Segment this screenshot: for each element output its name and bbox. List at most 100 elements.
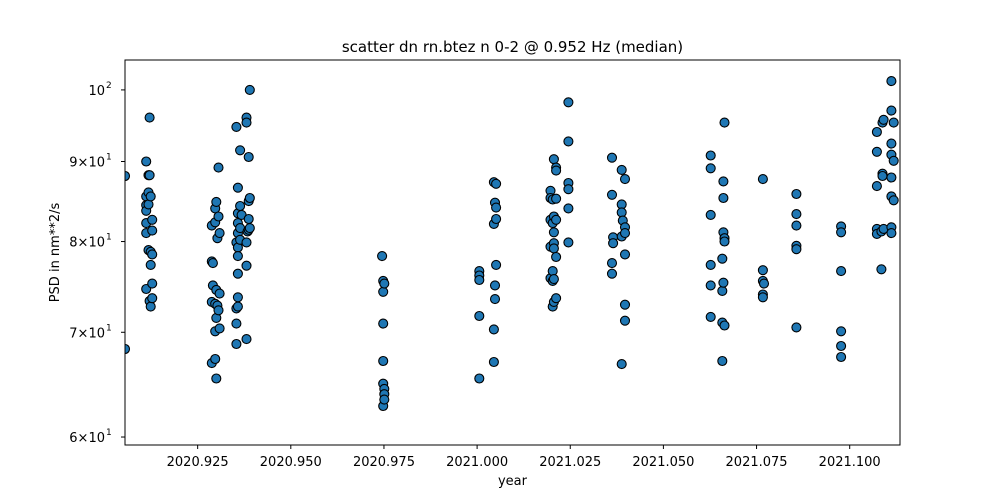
data-point	[378, 286, 389, 297]
data-point	[757, 292, 768, 303]
data-point	[888, 117, 899, 128]
data-point	[241, 237, 252, 248]
data-point	[125, 170, 131, 182]
data-point	[241, 334, 252, 345]
data-point	[241, 117, 252, 128]
data-point	[757, 265, 768, 276]
data-point	[231, 121, 242, 132]
data-point	[243, 151, 254, 163]
data-point	[235, 200, 246, 212]
data-point	[145, 301, 156, 312]
x-tick-label: 2020.975	[353, 455, 415, 470]
data-point	[791, 188, 802, 200]
data-point	[563, 184, 574, 195]
data-point	[232, 268, 243, 279]
data-point	[563, 237, 574, 248]
points-layer	[125, 76, 899, 412]
data-point	[488, 356, 499, 368]
data-point	[213, 305, 224, 316]
data-point	[244, 84, 255, 95]
data-point	[619, 174, 631, 185]
data-point	[606, 189, 618, 200]
data-point	[231, 318, 242, 329]
data-point	[705, 163, 716, 174]
data-point	[125, 343, 131, 355]
y-axis-label: PSD in nm**2/s	[48, 203, 63, 303]
data-point	[719, 117, 730, 128]
data-point	[606, 268, 618, 279]
data-point	[210, 353, 221, 365]
data-point	[491, 259, 502, 270]
data-point	[145, 191, 156, 202]
y-tick-label: 6×10	[69, 431, 105, 446]
data-point	[548, 227, 559, 238]
data-point	[378, 355, 389, 367]
data-point	[758, 278, 770, 289]
y-tick-exponent: 2	[106, 81, 112, 91]
data-point	[147, 293, 158, 304]
data-point	[144, 170, 155, 181]
data-point	[232, 301, 243, 312]
data-point	[619, 249, 631, 260]
y-tick-label: 8×10	[69, 236, 105, 251]
data-point	[548, 274, 559, 285]
data-point	[718, 277, 729, 288]
data-point	[719, 320, 730, 331]
data-point	[377, 251, 388, 262]
y-tick-label: 9×10	[69, 156, 105, 171]
data-point	[211, 196, 222, 207]
data-point	[214, 228, 225, 239]
data-point	[718, 192, 729, 204]
x-axis: 2020.925 2020.950 2020.975 2021.000 2021.025…	[167, 445, 881, 470]
x-tick-label: 2021.000	[446, 455, 508, 470]
data-point	[606, 258, 618, 269]
data-point	[147, 225, 158, 236]
data-point	[705, 311, 716, 322]
x-tick-label: 2021.100	[819, 455, 881, 470]
data-point	[145, 259, 156, 270]
x-tick-label: 2021.050	[632, 455, 694, 470]
data-point	[718, 176, 729, 187]
data-point	[491, 213, 502, 225]
data-point	[231, 338, 242, 350]
data-point	[563, 97, 574, 108]
x-tick-label: 2021.025	[539, 455, 601, 470]
data-point	[717, 355, 728, 367]
y-tick-exponent: 1	[106, 428, 112, 438]
data-point	[563, 136, 574, 147]
data-point	[836, 351, 847, 363]
data-point	[211, 373, 222, 384]
data-point	[474, 274, 485, 286]
data-point	[705, 259, 716, 270]
chart-title: scatter dn rn.btez n 0-2 @ 0.952 Hz (med…	[342, 38, 683, 56]
data-point	[474, 310, 485, 322]
data-point	[378, 318, 389, 329]
data-point	[491, 202, 502, 213]
y-tick-label: 10	[88, 84, 105, 99]
data-point	[147, 249, 158, 260]
data-point	[791, 322, 802, 333]
data-point	[548, 154, 559, 165]
data-point	[214, 323, 225, 334]
data-point	[244, 192, 255, 204]
data-point	[563, 203, 574, 214]
data-point	[886, 138, 897, 149]
x-tick-label: 2021.075	[726, 455, 788, 470]
data-point	[243, 213, 254, 225]
data-point	[717, 285, 728, 296]
y-tick-exponent: 1	[106, 233, 112, 243]
data-point	[207, 258, 218, 269]
data-point	[608, 238, 619, 249]
data-point	[886, 228, 897, 239]
data-point	[876, 264, 887, 275]
data-point	[474, 373, 485, 384]
data-point	[888, 155, 899, 166]
data-point	[616, 207, 627, 218]
data-point	[489, 294, 501, 305]
data-point	[144, 112, 155, 123]
data-point	[241, 260, 252, 271]
data-point	[836, 326, 847, 337]
